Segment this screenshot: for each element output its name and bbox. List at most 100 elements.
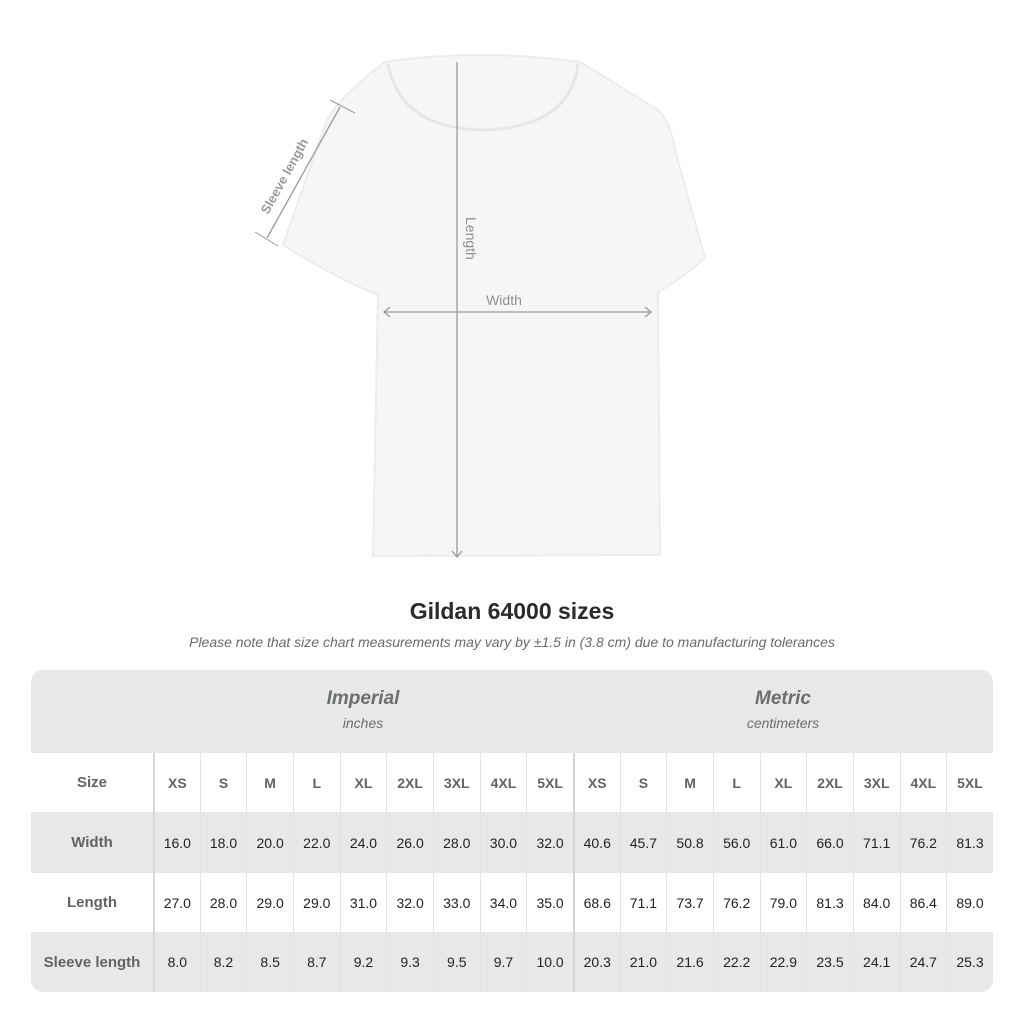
metric-value-cell: 40.6 (572, 812, 620, 873)
imperial-value-cell: 8.7 (292, 932, 340, 992)
imperial-value-cell: 8.5 (246, 932, 293, 992)
sleeve-line (266, 106, 341, 239)
row-label: Length (67, 894, 117, 911)
metric-size-l: L (712, 753, 760, 812)
metric-unit: centimeters (746, 715, 820, 731)
imperial-value-cell: 32.0 (386, 873, 433, 932)
row-label: Sleeve length (43, 953, 141, 971)
metric-value-cell: 24.7 (899, 932, 947, 992)
imperial-size-5xl: 5XL (526, 753, 573, 812)
metric-title: Metric (755, 688, 811, 709)
metric-value-cell: 20.3 (572, 932, 620, 992)
metric-value-cell: 21.6 (666, 932, 713, 992)
length-label: Length (463, 217, 479, 260)
table-row: Length 27.0 28.0 29.0 29.0 31.0 32.0 33.0 34.0 35… (31, 873, 993, 932)
metric-value-cell: 71.1 (619, 873, 667, 932)
imperial-size-xl: XL (339, 753, 387, 812)
imperial-size-s: S (199, 753, 247, 812)
sleeve-tick-top (329, 99, 356, 114)
imperial-size-xs: XS (153, 753, 200, 812)
size-header-label: Size (76, 774, 107, 791)
metric-value-cell: 76.2 (899, 812, 947, 873)
imperial-value-cell: 8.2 (199, 932, 247, 992)
imperial-size-m: M (246, 753, 293, 812)
imperial-header: Imperial inches (153, 670, 573, 753)
imperial-value-cell: 33.0 (432, 873, 480, 932)
metric-value-cell: 86.4 (899, 873, 947, 932)
imperial-value-cell: 28.0 (432, 812, 480, 873)
length-arrow-icon (451, 550, 463, 559)
imperial-size-2xl: 2XL (386, 753, 433, 812)
metric-value-cell: 56.0 (712, 812, 760, 873)
table-row: Width 16.0 18.0 20.0 22.0 24.0 26.0 28.0 30.0 32.… (31, 812, 993, 873)
imperial-value-cell: 20.0 (246, 812, 293, 873)
imperial-value-cell: 29.0 (246, 873, 293, 932)
size-header-row: Size XS S M L XL 2XL 3XL 4XL 5XL XS S M L XL 2XL 3XL 4XL 5… (31, 753, 993, 812)
width-arrow-left-icon (382, 306, 391, 318)
row-label: Width (71, 834, 113, 851)
imperial-size-4xl: 4XL (479, 753, 527, 812)
size-table: Imperial inches Metric centimeters Size X… (31, 670, 993, 992)
metric-size-4xl: 4XL (899, 753, 947, 812)
metric-size-xs: XS (572, 753, 620, 812)
imperial-value-cell: 8.0 (153, 932, 200, 992)
imperial-value-cell: 27.0 (153, 873, 200, 932)
page-title: Gildan 64000 sizes (409, 598, 615, 624)
imperial-value-cell: 34.0 (479, 873, 527, 932)
imperial-value-cell: 31.0 (339, 873, 387, 932)
metric-value-cell: 45.7 (619, 812, 667, 873)
imperial-value-cell: 10.0 (526, 932, 573, 992)
metric-value-cell: 73.7 (666, 873, 713, 932)
metric-value-cell: 76.2 (712, 873, 760, 932)
width-label: Width (486, 292, 522, 308)
imperial-value-cell: 28.0 (199, 873, 247, 932)
tshirt-shape (281, 54, 707, 558)
imperial-value-cell: 22.0 (292, 812, 340, 873)
metric-size-m: M (666, 753, 713, 812)
imperial-value-cell: 35.0 (526, 873, 573, 932)
metric-value-cell: 61.0 (759, 812, 807, 873)
metric-value-cell: 22.2 (712, 932, 760, 992)
metric-size-3xl: 3XL (852, 753, 900, 812)
metric-value-cell: 79.0 (759, 873, 807, 932)
metric-size-5xl: 5XL (946, 753, 993, 812)
metric-value-cell: 68.6 (572, 873, 620, 932)
sleeve-tick-bottom (254, 231, 279, 247)
metric-value-cell: 23.5 (806, 932, 853, 992)
tolerance-note: Please note that size chart measurements… (189, 634, 835, 650)
imperial-value-cell: 29.0 (292, 873, 340, 932)
imperial-value-cell: 24.0 (339, 812, 387, 873)
imperial-value-cell: 9.2 (339, 932, 387, 992)
metric-header: Metric centimeters (573, 670, 993, 753)
imperial-unit: inches (342, 715, 384, 731)
imperial-size-l: L (292, 753, 340, 812)
metric-value-cell: 81.3 (806, 873, 853, 932)
metric-value-cell: 89.0 (946, 873, 993, 932)
imperial-value-cell: 30.0 (479, 812, 527, 873)
imperial-value-cell: 26.0 (386, 812, 433, 873)
metric-value-cell: 22.9 (759, 932, 807, 992)
metric-value-cell: 24.1 (852, 932, 900, 992)
imperial-value-cell: 18.0 (199, 812, 247, 873)
metric-value-cell: 66.0 (806, 812, 853, 873)
imperial-value-cell: 9.5 (432, 932, 480, 992)
metric-size-xl: XL (759, 753, 807, 812)
width-arrow-right-icon (644, 306, 653, 318)
imperial-size-3xl: 3XL (432, 753, 480, 812)
imperial-value-cell: 16.0 (153, 812, 200, 873)
imperial-value-cell: 32.0 (526, 812, 573, 873)
table-row: Sleeve length 8.0 8.2 8.5 8.7 9.2 9.3 9.5 9.7 10.… (31, 932, 993, 992)
tshirt-collar (386, 63, 580, 132)
metric-size-s: S (619, 753, 667, 812)
imperial-value-cell: 9.7 (479, 932, 527, 992)
tshirt-diagram: Length Width Sleeve length (254, 54, 707, 559)
metric-value-cell: 71.1 (852, 812, 900, 873)
metric-value-cell: 21.0 (619, 932, 667, 992)
imperial-value-cell: 9.3 (386, 932, 433, 992)
metric-value-cell: 25.3 (946, 932, 993, 992)
metric-value-cell: 84.0 (852, 873, 900, 932)
metric-value-cell: 50.8 (666, 812, 713, 873)
imperial-title: Imperial (326, 688, 400, 709)
metric-size-2xl: 2XL (806, 753, 853, 812)
metric-value-cell: 81.3 (946, 812, 993, 873)
